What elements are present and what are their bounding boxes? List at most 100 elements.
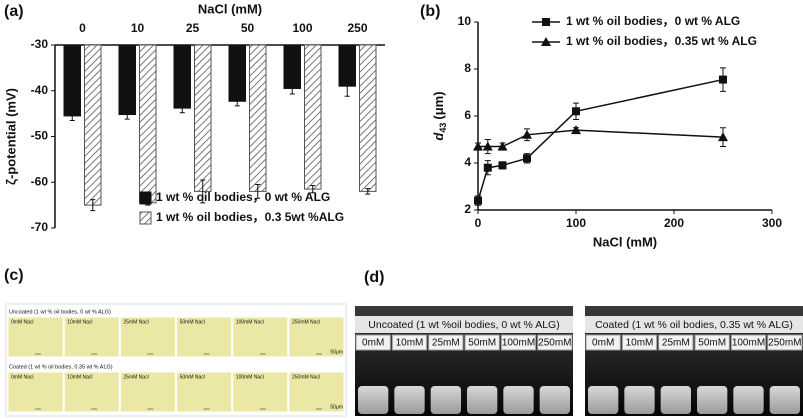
marker xyxy=(482,141,493,151)
tube-label: 10mM xyxy=(626,338,654,349)
bar xyxy=(228,44,246,102)
micrograph xyxy=(176,316,233,358)
legend-label: 1 wt % oil bodies，0.35 wt % ALG xyxy=(566,34,757,48)
y-axis-label-subscript: 43 xyxy=(438,123,448,133)
tile-label: 100mM Nacl xyxy=(236,319,264,325)
scale-bar-label: 50μm xyxy=(330,349,343,355)
scale-bar-label: 50μm xyxy=(330,404,343,410)
y-tick-label: -40 xyxy=(31,83,49,97)
tube-label: 25mM xyxy=(662,338,690,349)
bar xyxy=(63,44,81,117)
marker xyxy=(474,196,482,205)
legend-swatch xyxy=(139,191,152,205)
micrograph xyxy=(119,316,176,358)
error-bar xyxy=(69,110,75,121)
tube-tag xyxy=(464,334,500,351)
tube-liquid xyxy=(769,386,800,414)
panel-label: (a) xyxy=(4,3,24,20)
tube-label: 100mM xyxy=(502,338,535,349)
tile-label: 10mM Nacl xyxy=(67,374,92,380)
micrograph xyxy=(119,371,176,413)
micrograph xyxy=(288,316,345,358)
tube-label: 0mM xyxy=(592,338,614,349)
x-tick-label: 25 xyxy=(186,21,200,35)
series-line xyxy=(477,78,724,201)
x-tick-label: 10 xyxy=(131,21,145,35)
micrograph xyxy=(63,371,120,413)
y-tick-label: 4 xyxy=(464,155,471,169)
x-tick-label: 100 xyxy=(292,21,312,35)
panel-label: (c) xyxy=(4,267,24,284)
error-bar xyxy=(200,179,206,204)
tube-tag xyxy=(694,334,730,351)
tube-liquid xyxy=(660,386,691,414)
marker xyxy=(497,141,508,151)
tile-label: 25mM Nacl xyxy=(123,319,148,325)
row-caption: Coated (1 wt % oil bodies, 0.35 wt % ALG… xyxy=(9,364,113,370)
tube-tag xyxy=(658,334,694,351)
tube-tag xyxy=(537,334,573,351)
tube-tag xyxy=(585,334,621,351)
tube-liquid xyxy=(430,386,461,414)
tube-liquid xyxy=(503,386,534,414)
y-tick-label: -50 xyxy=(31,129,49,143)
error-bar xyxy=(344,75,350,97)
bar xyxy=(118,44,136,116)
x-tick-label: 0 xyxy=(475,216,482,230)
y-tick-label: 10 xyxy=(458,14,472,28)
legend-label: 1 wt % oil bodies，0.3 5wt %ALG xyxy=(156,210,344,224)
error-bar xyxy=(365,188,371,195)
photo-caption-bg xyxy=(585,316,803,333)
tube-label: 100mM xyxy=(732,338,765,349)
y-tick-label: -60 xyxy=(31,174,49,188)
tube-liquid xyxy=(394,386,425,414)
micrograph xyxy=(232,371,289,413)
x-tick-label: 0 xyxy=(79,21,86,35)
legend-marker xyxy=(541,37,551,46)
marker xyxy=(571,125,581,135)
y-tick-label: -70 xyxy=(31,220,49,234)
tube-liquid xyxy=(467,386,498,414)
x-axis-label: NaCl (mM) xyxy=(593,234,657,249)
y-axis-label-symbol: d xyxy=(431,132,446,141)
tube-tag xyxy=(767,334,803,351)
error-bar xyxy=(124,109,130,120)
tube-tag xyxy=(500,334,537,351)
tile-label: 0mM Nacl xyxy=(11,374,34,380)
error-bar xyxy=(90,199,96,212)
tube-liquid xyxy=(697,386,728,414)
tube-label: 0mM xyxy=(362,338,384,349)
photo-caption-bg xyxy=(355,316,573,333)
y-axis-label-unit: (μm) xyxy=(431,91,446,119)
chart-title: NaCl (mM) xyxy=(198,1,262,16)
tube-liquid xyxy=(358,386,389,414)
micrograph xyxy=(288,371,345,413)
axes xyxy=(477,22,772,211)
tube-label: 25mM xyxy=(432,338,460,349)
bar xyxy=(173,44,191,109)
error-bar xyxy=(179,103,185,114)
error-bar xyxy=(310,184,316,194)
tube-label: 50mM xyxy=(468,338,496,349)
photo-caption: Uncoated (1 wt %oil bodies, 0 wt % ALG) xyxy=(368,319,559,331)
y-tick-label: -30 xyxy=(31,37,49,51)
tile-label: 250mM Nacl xyxy=(292,374,320,380)
micrograph xyxy=(232,316,289,358)
marker xyxy=(522,129,532,139)
marker xyxy=(719,75,727,84)
row-caption: Uncoated (1 wt % oil bodies, 0 wt % ALG) xyxy=(9,309,111,315)
tube-label: 10mM xyxy=(396,338,424,349)
tube-tag xyxy=(428,334,464,351)
bar xyxy=(283,44,301,89)
bar xyxy=(194,44,212,192)
micrograph xyxy=(7,316,64,358)
marker xyxy=(523,154,531,163)
x-tick-label: 50 xyxy=(241,21,255,35)
tile-label: 100mM Nacl xyxy=(236,374,264,380)
tube-label: 50mM xyxy=(698,338,726,349)
legend-swatch xyxy=(139,211,152,225)
legend-marker xyxy=(542,18,550,26)
photo-caption: Coated (1 wt % oil bodies, 0.35 wt % ALG… xyxy=(595,319,793,331)
bar xyxy=(359,44,377,192)
